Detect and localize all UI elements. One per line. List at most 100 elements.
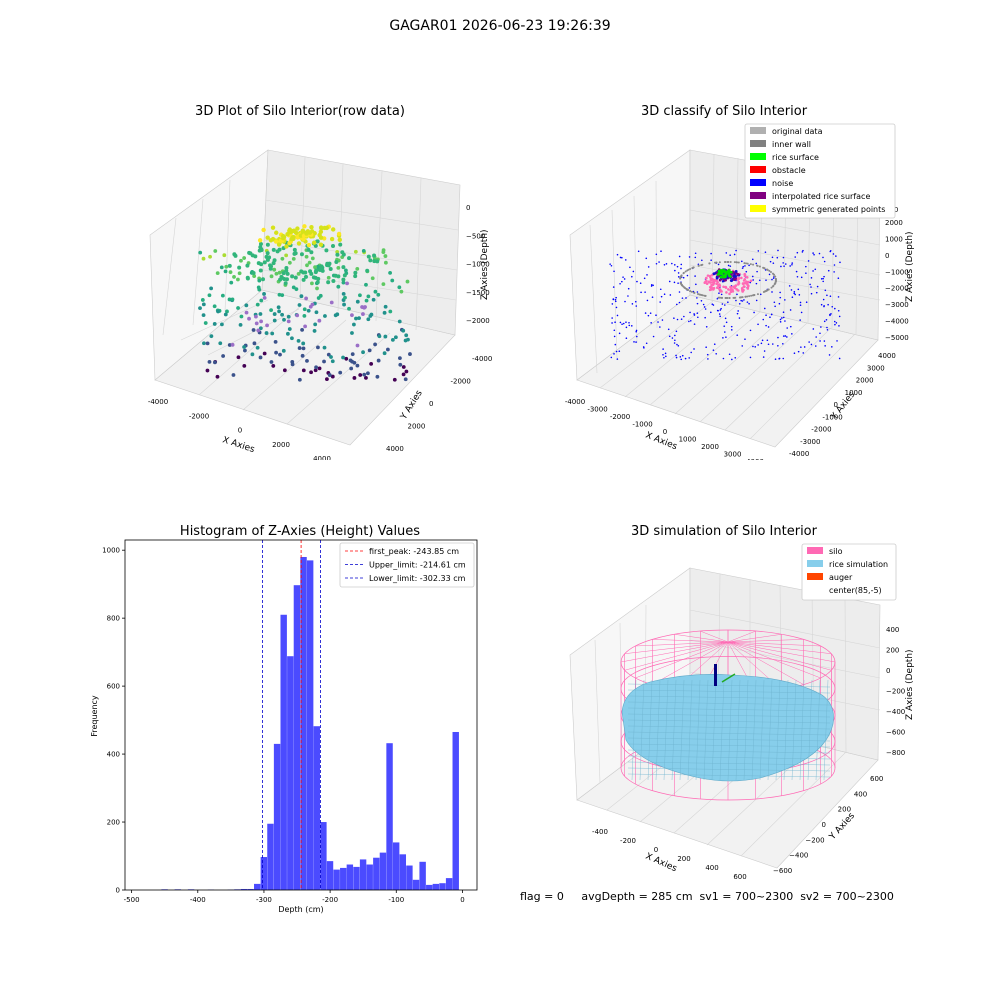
data-point <box>280 236 286 241</box>
data-point <box>255 345 260 350</box>
data-point <box>305 263 309 268</box>
data-point <box>725 336 727 338</box>
rice-mesh-line <box>627 731 831 736</box>
data-point <box>809 283 811 286</box>
data-point <box>820 278 823 280</box>
data-point <box>393 335 398 340</box>
data-point <box>815 336 817 338</box>
histogram-bar <box>445 878 453 890</box>
grid-line <box>724 327 832 431</box>
data-point <box>201 302 206 307</box>
data-point <box>837 277 840 280</box>
data-point <box>201 313 206 318</box>
tick-label: 600 <box>733 873 746 881</box>
data-point <box>628 324 631 327</box>
data-point <box>613 335 616 338</box>
data-point <box>741 267 744 269</box>
data-point <box>310 256 315 261</box>
data-point <box>703 306 706 308</box>
data-point <box>663 263 666 266</box>
data-point <box>216 309 220 314</box>
data-point <box>730 270 733 274</box>
data-point <box>749 263 752 266</box>
rice-mesh-line <box>627 725 831 730</box>
tick-label: -2000 <box>610 413 630 421</box>
data-point <box>740 299 742 302</box>
data-point <box>662 353 664 356</box>
data-point <box>791 263 793 266</box>
data-point <box>784 263 787 265</box>
data-point <box>290 359 295 364</box>
data-point <box>723 269 726 272</box>
data-point <box>369 312 374 317</box>
data-point <box>631 275 633 278</box>
data-point <box>799 304 802 306</box>
data-point <box>220 322 224 327</box>
data-point <box>639 282 642 284</box>
histogram-bar <box>359 859 367 890</box>
data-point <box>647 266 650 268</box>
data-point <box>729 254 731 257</box>
data-point <box>673 342 676 344</box>
data-point <box>833 264 836 266</box>
data-point <box>258 326 263 331</box>
grid-line <box>262 269 457 301</box>
data-point <box>802 249 804 252</box>
tick-label: -200 <box>620 837 636 845</box>
data-point <box>671 262 673 265</box>
data-point <box>724 261 727 264</box>
data-point <box>291 228 297 233</box>
data-point <box>325 377 329 382</box>
grid-line <box>224 179 231 313</box>
data-point <box>658 261 660 263</box>
data-point <box>304 231 309 236</box>
data-point <box>616 358 619 360</box>
data-point <box>358 373 363 377</box>
data-point <box>727 288 730 291</box>
plot3-ticks: -500 -400 -300 -200 -100 0 0 200 400 600 800 1000 <box>102 547 465 904</box>
data-point <box>657 321 659 323</box>
data-point <box>615 350 618 353</box>
data-point <box>741 260 743 263</box>
silo-roof-line <box>624 641 729 671</box>
data-point <box>741 345 744 347</box>
plot3-bars <box>161 556 459 890</box>
data-point <box>812 328 815 330</box>
data-point <box>768 273 771 276</box>
data-point <box>312 231 317 236</box>
data-point <box>262 351 267 356</box>
data-point <box>777 344 779 347</box>
data-point <box>215 271 220 276</box>
data-point <box>401 328 406 333</box>
data-point <box>302 224 307 229</box>
data-point <box>306 308 311 313</box>
data-point <box>827 303 829 306</box>
y-tick-label: 200 <box>107 819 120 827</box>
data-point <box>784 299 786 301</box>
data-point <box>721 275 725 279</box>
figure-title: GAGAR01 2026-06-23 19:26:39 <box>389 18 611 34</box>
data-point <box>730 279 734 283</box>
data-point <box>615 296 617 299</box>
data-point <box>823 305 825 308</box>
data-point <box>756 264 759 267</box>
histogram-bar <box>366 864 373 890</box>
rice-mesh-line <box>775 679 781 781</box>
data-point <box>228 270 233 275</box>
data-point <box>651 296 654 298</box>
data-point <box>285 231 290 237</box>
data-point <box>727 301 729 303</box>
data-point <box>390 337 395 342</box>
data-point <box>696 291 699 293</box>
data-point <box>244 310 249 315</box>
data-point <box>324 225 330 231</box>
data-point <box>738 302 741 305</box>
data-point <box>287 327 292 331</box>
data-point <box>715 286 719 290</box>
grid-line <box>162 217 177 336</box>
rice-mesh-line <box>807 679 813 781</box>
data-point <box>344 268 348 273</box>
data-point <box>717 284 720 287</box>
grid-line <box>589 224 598 374</box>
data-point <box>614 321 616 324</box>
